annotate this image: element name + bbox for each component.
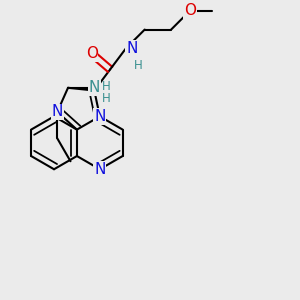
Text: H: H: [101, 80, 110, 93]
Text: O: O: [86, 46, 98, 61]
Text: N: N: [89, 80, 100, 95]
Text: N: N: [52, 104, 63, 119]
Text: N: N: [94, 162, 106, 177]
Text: H: H: [101, 92, 110, 105]
Text: H: H: [134, 59, 143, 72]
Text: O: O: [184, 3, 196, 18]
Text: N: N: [126, 41, 137, 56]
Text: N: N: [94, 109, 106, 124]
